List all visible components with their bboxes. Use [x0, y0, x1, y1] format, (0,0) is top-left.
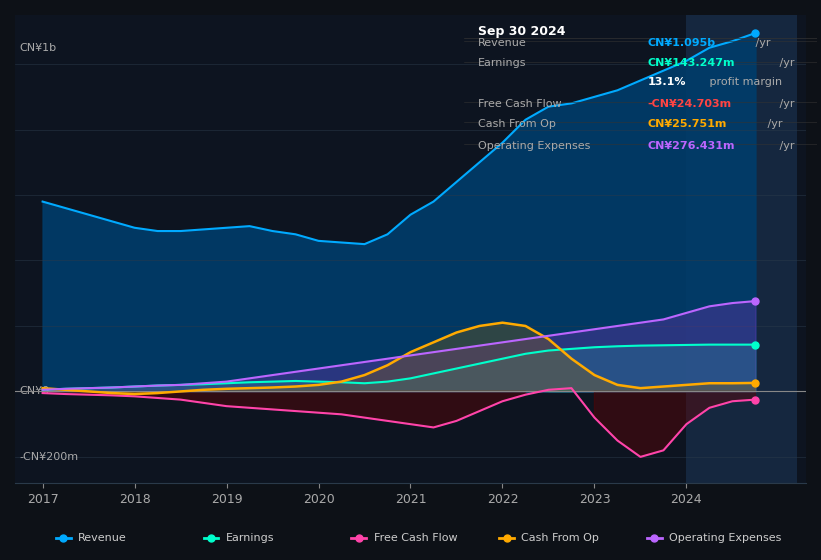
Text: Sep 30 2024: Sep 30 2024	[478, 25, 566, 38]
Text: Operating Expenses: Operating Expenses	[669, 533, 782, 543]
Text: Cash From Op: Cash From Op	[478, 119, 556, 129]
Text: CN¥143.247m: CN¥143.247m	[648, 58, 735, 68]
Text: CN¥276.431m: CN¥276.431m	[648, 141, 735, 151]
Text: /yr: /yr	[776, 141, 794, 151]
Text: 13.1%: 13.1%	[648, 77, 686, 87]
Text: CN¥0: CN¥0	[20, 386, 50, 396]
Text: Free Cash Flow: Free Cash Flow	[374, 533, 457, 543]
Text: CN¥25.751m: CN¥25.751m	[648, 119, 727, 129]
Text: Earnings: Earnings	[478, 58, 526, 68]
Text: -CN¥200m: -CN¥200m	[20, 452, 79, 462]
Text: -CN¥24.703m: -CN¥24.703m	[648, 99, 732, 109]
Text: /yr: /yr	[776, 58, 794, 68]
Bar	[686, 15, 797, 483]
Text: Revenue: Revenue	[78, 533, 126, 543]
Text: CN¥1.095b: CN¥1.095b	[648, 38, 716, 48]
Text: Cash From Op: Cash From Op	[521, 533, 599, 543]
Text: Earnings: Earnings	[226, 533, 274, 543]
Text: profit margin: profit margin	[706, 77, 782, 87]
Text: Free Cash Flow: Free Cash Flow	[478, 99, 562, 109]
Text: Revenue: Revenue	[478, 38, 527, 48]
Text: Operating Expenses: Operating Expenses	[478, 141, 590, 151]
Text: CN¥1b: CN¥1b	[20, 43, 57, 53]
Text: /yr: /yr	[776, 99, 794, 109]
Text: /yr: /yr	[764, 119, 782, 129]
Text: /yr: /yr	[752, 38, 771, 48]
